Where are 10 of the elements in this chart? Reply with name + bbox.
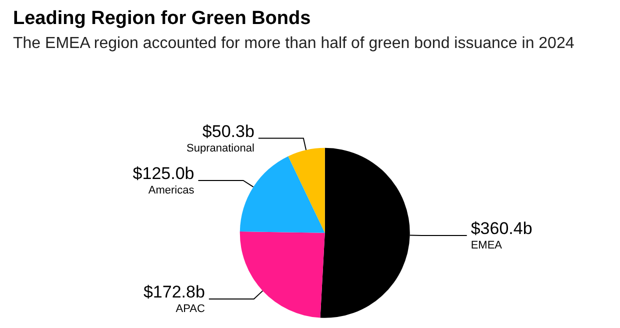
slice-label: APAC [176,303,205,315]
chart-subtitle: The EMEA region accounted for more than half of green bond issuance in 2024 [13,35,574,52]
slice-label: EMEA [470,240,503,252]
data-label: $172.8b [143,282,205,302]
data-label: $125.0b [132,164,194,183]
data-label: $50.3b [202,122,254,141]
chart-title: Leading Region for Green Bonds [13,8,311,29]
slice-label: Americas [148,184,195,196]
slice-label: Supranational [186,142,254,154]
data-label: $360.4b [470,219,532,238]
